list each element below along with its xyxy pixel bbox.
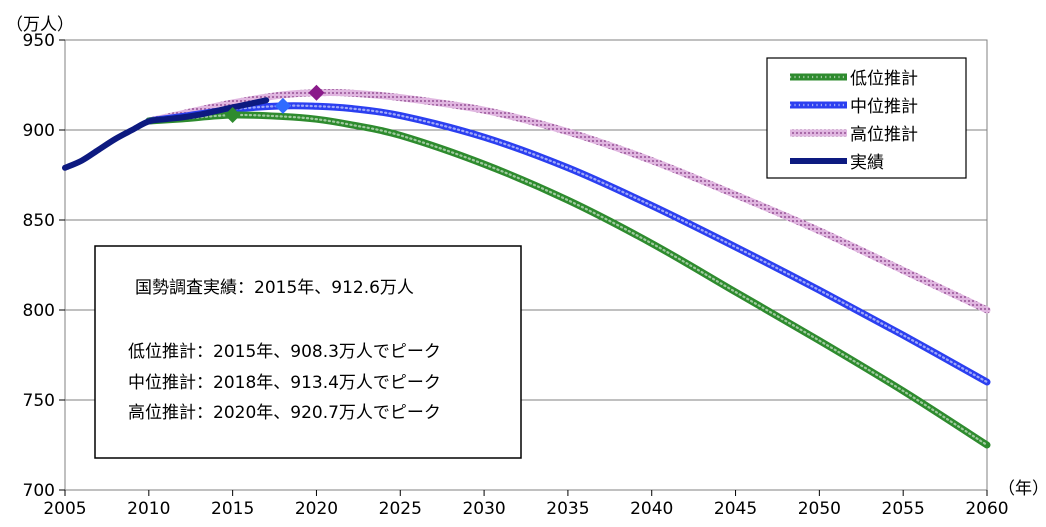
annotation-line: 国勢調査実績：2015年、912.6万人 — [135, 278, 414, 298]
x-tick-label: 2045 — [714, 499, 757, 519]
x-tick-label: 2040 — [630, 499, 673, 519]
annotation-line: 低位推計：2015年、908.3万人でピーク — [128, 342, 441, 362]
x-tick-label: 2010 — [127, 499, 170, 519]
x-tick-label: 2060 — [965, 499, 1008, 519]
y-tick-label: 750 — [23, 391, 55, 411]
peak-marker-2 — [308, 85, 324, 101]
x-tick-label: 2005 — [43, 499, 86, 519]
x-axis: 2005 2010 2015 2020 2025 2030 2035 2040 2045 2050… — [43, 490, 1008, 519]
x-tick-label: 2035 — [546, 499, 589, 519]
x-tick-label: 2055 — [882, 499, 925, 519]
y-tick-label: 800 — [23, 301, 55, 321]
annotation-line: 中位推計：2018年、913.4万人でピーク — [128, 373, 441, 393]
legend-label: 中位推計 — [850, 97, 918, 117]
y-tick-label: 700 — [23, 481, 55, 501]
legend-label: 実績 — [850, 153, 884, 173]
x-axis-unit-label: （年） — [998, 479, 1046, 499]
x-tick-label: 2030 — [462, 499, 505, 519]
x-tick-label: 2025 — [379, 499, 422, 519]
x-tick-label: 2050 — [798, 499, 841, 519]
legend-label: 低位推計 — [850, 69, 918, 89]
legend-label: 高位推計 — [850, 125, 918, 145]
annotation-line: 高位推計：2020年、920.7万人でピーク — [128, 403, 441, 423]
x-tick-label: 2020 — [295, 499, 338, 519]
y-axis-unit-label: （万人） — [6, 15, 74, 35]
y-tick-label: 850 — [23, 211, 55, 231]
annotation-box: 国勢調査実績：2015年、912.6万人低位推計：2015年、908.3万人でピ… — [95, 246, 521, 458]
peak-marker-1 — [275, 98, 291, 114]
y-tick-label: 900 — [23, 121, 55, 141]
x-tick-label: 2015 — [211, 499, 254, 519]
